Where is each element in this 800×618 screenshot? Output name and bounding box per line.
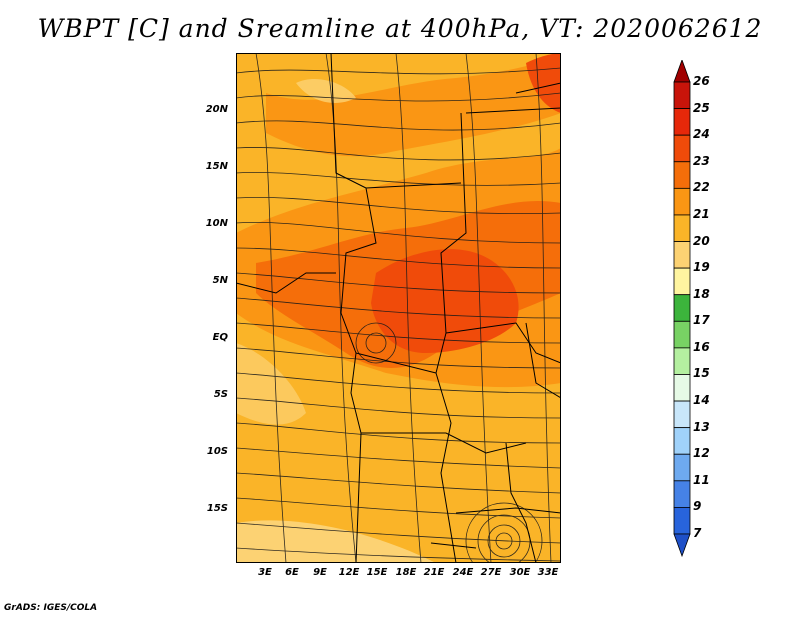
colorbar-swatch	[673, 267, 691, 296]
colorbar-swatch	[673, 81, 691, 109]
lon-label-3e: 3E	[258, 567, 272, 578]
colorbar-label: 15	[693, 366, 710, 381]
colorbar-swatch	[673, 108, 691, 136]
colorbar-swatch	[673, 320, 691, 349]
lon-label-24e: 24E	[452, 567, 474, 578]
colorbar-label: 20	[693, 233, 710, 248]
colorbar-label: 9	[693, 499, 702, 514]
colorbar-label: 13	[693, 419, 710, 434]
footer-credit: GrADS: IGES/COLA	[4, 603, 98, 613]
colorbar-label: 24	[693, 127, 710, 142]
colorbar-swatch	[673, 134, 691, 163]
colorbar-label: 11	[693, 472, 710, 487]
lon-label-27e: 27E	[480, 567, 502, 578]
colorbar-swatch	[673, 161, 691, 189]
colorbar-swatch	[673, 241, 691, 269]
streamlines	[236, 53, 561, 563]
lon-label-6e: 6E	[285, 567, 299, 578]
colorbar-swatch	[673, 374, 691, 402]
colorbar-label: 7	[693, 526, 702, 540]
lon-label-30e: 30E	[509, 567, 531, 578]
field-20-north	[296, 78, 356, 103]
lon-label-33e: 33E	[537, 567, 559, 578]
lat-label-15s: 15S	[206, 503, 228, 514]
colorbar-swatch	[673, 453, 691, 482]
colorbar-top-triangle	[673, 60, 691, 83]
colorbar-swatch	[673, 187, 691, 216]
field-21-north	[266, 58, 561, 157]
lat-label-20n: 20N	[205, 104, 228, 115]
lat-label-5n: 5N	[212, 275, 228, 286]
map-plot	[236, 53, 561, 563]
map-frame	[236, 53, 561, 563]
map-title: WBPT [C] and Sreamline at 400hPa, VT: 20…	[37, 14, 763, 43]
colorbar-bottom-triangle	[673, 533, 691, 558]
colorbar-label: 17	[693, 313, 710, 328]
wbpt-field-map	[236, 53, 561, 563]
colorbar	[673, 60, 691, 558]
lon-label-12e: 12E	[338, 567, 360, 578]
colorbar-label: 23	[693, 153, 710, 168]
lat-label-10n: 10N	[205, 218, 228, 229]
lat-label-5s: 5S	[213, 389, 228, 400]
colorbar-swatch	[673, 347, 691, 375]
colorbar-label: 25	[693, 100, 710, 115]
field-20-west	[236, 343, 306, 425]
lon-label-9e: 9E	[313, 567, 327, 578]
colorbar-label: 26	[693, 74, 710, 88]
lat-label-10s: 10S	[206, 446, 228, 457]
lat-label-eq: EQ	[212, 332, 228, 343]
colorbar-swatch	[673, 400, 691, 429]
country-borders	[236, 53, 561, 563]
colorbar-label: 14	[693, 393, 710, 408]
field-23-ne	[526, 53, 561, 113]
colorbar-swatch	[673, 480, 691, 508]
lon-label-15e: 15E	[366, 567, 388, 578]
colorbar-label: 16	[693, 339, 710, 354]
colorbar-label: 21	[693, 206, 710, 221]
colorbar-swatch	[673, 294, 691, 322]
colorbar-swatch	[673, 507, 691, 535]
colorbar-label: 22	[693, 180, 710, 195]
colorbar-label: 19	[693, 260, 710, 275]
lat-label-15n: 15N	[205, 161, 228, 172]
lon-label-18e: 18E	[395, 567, 417, 578]
field-20-south	[236, 520, 436, 563]
colorbar-label: 18	[693, 286, 710, 301]
colorbar-swatch	[673, 427, 691, 455]
colorbar-label: 12	[693, 446, 710, 461]
colorbar-swatch	[673, 214, 691, 242]
lon-label-21e: 21E	[423, 567, 445, 578]
